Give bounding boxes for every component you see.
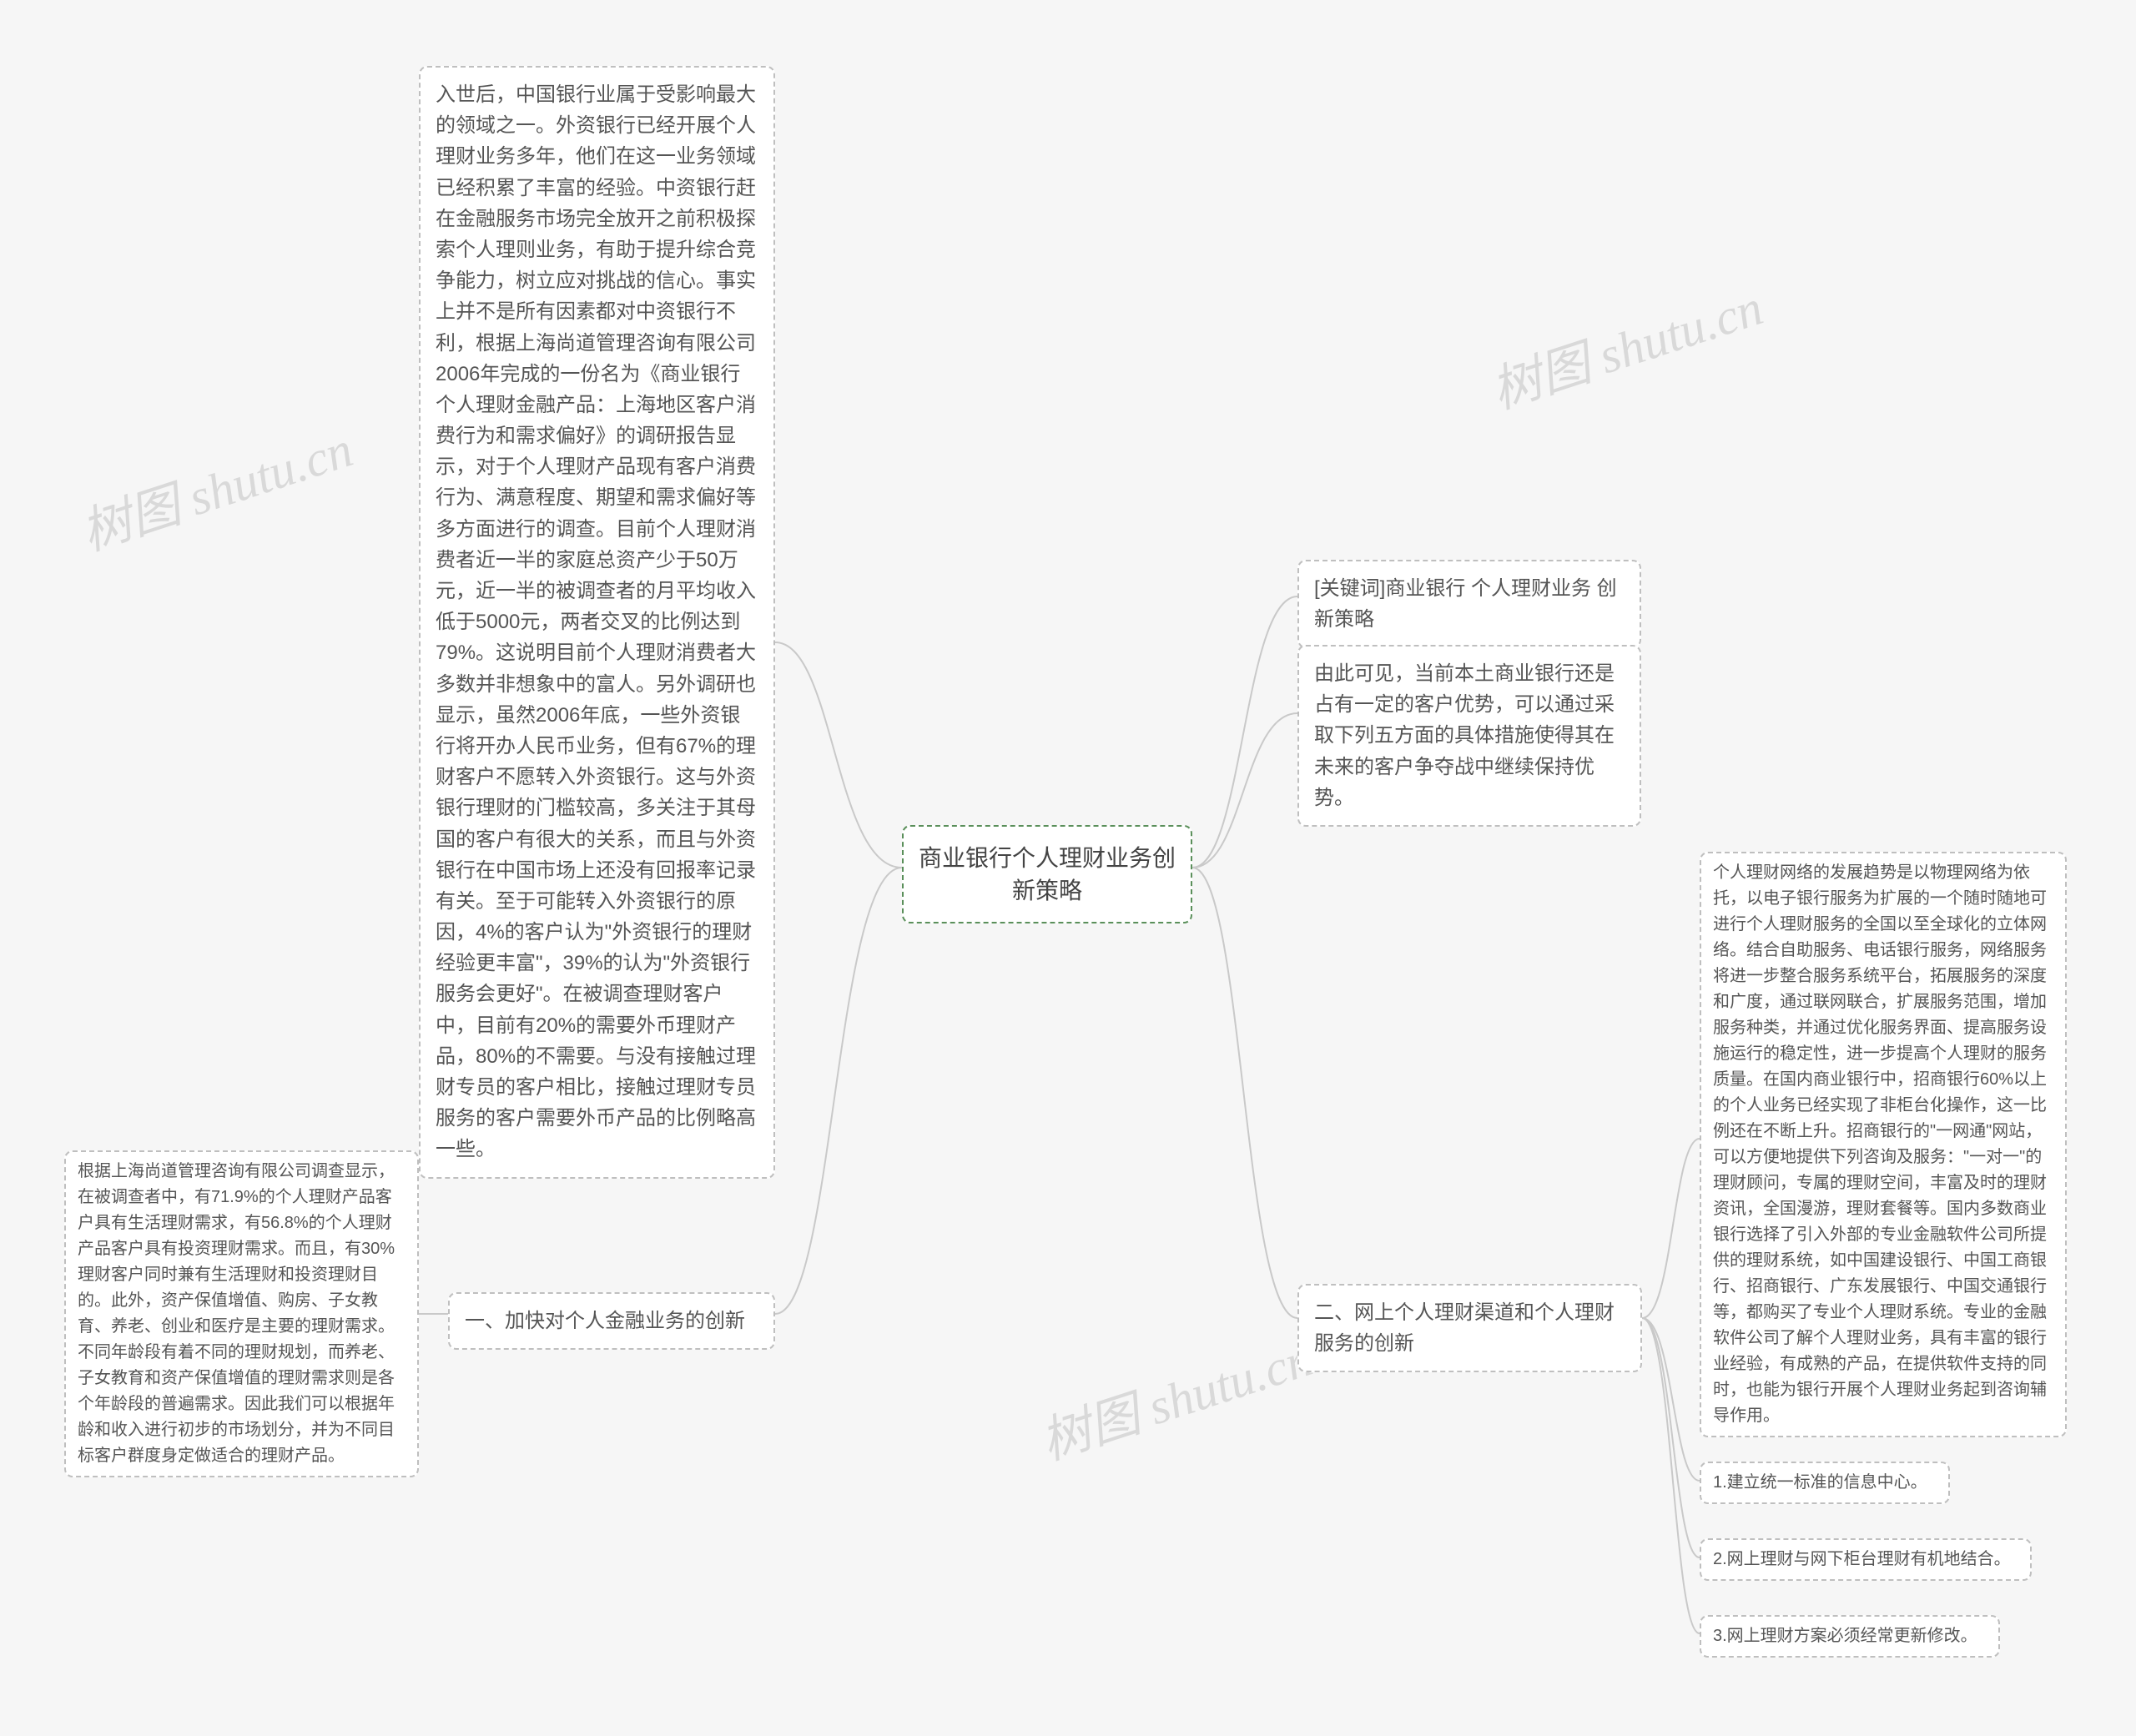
right-heading-channel[interactable]: 二、网上个人理财渠道和个人理财服务的创新 (1297, 1284, 1642, 1372)
right-point-2[interactable]: 2.网上理财与网下柜台理财有机地结合。 (1700, 1538, 2032, 1581)
watermark: 树图 shutu.cn (1481, 267, 1771, 423)
right-keywords[interactable]: [关键词]商业银行 个人理财业务 创新策略 (1297, 560, 1641, 648)
right-point-3[interactable]: 3.网上理财方案必须经常更新修改。 (1700, 1615, 2000, 1658)
right-summary[interactable]: 由此可见，当前本土商业银行还是占有一定的客户优势，可以通过采取下列五方面的具体措… (1297, 645, 1641, 827)
left-paragraph-context[interactable]: 入世后，中国银行业属于受影响最大的领域之一。外资银行已经开展个人理财业务多年，他… (419, 66, 775, 1179)
left-paragraph-survey[interactable]: 根据上海尚道管理咨询有限公司调查显示，在被调查者中，有71.9%的个人理财产品客… (64, 1150, 419, 1477)
right-paragraph-network[interactable]: 个人理财网络的发展趋势是以物理网络为依托，以电子银行服务为扩展的一个随时随地可进… (1700, 852, 2067, 1437)
left-heading-innovation[interactable]: 一、加快对个人金融业务的创新 (448, 1292, 775, 1350)
watermark: 树图 shutu.cn (71, 409, 360, 565)
watermark: 树图 shutu.cn (1030, 1318, 1320, 1474)
central-topic[interactable]: 商业银行个人理财业务创新策略 (902, 825, 1192, 923)
right-point-1[interactable]: 1.建立统一标准的信息中心。 (1700, 1462, 1950, 1504)
